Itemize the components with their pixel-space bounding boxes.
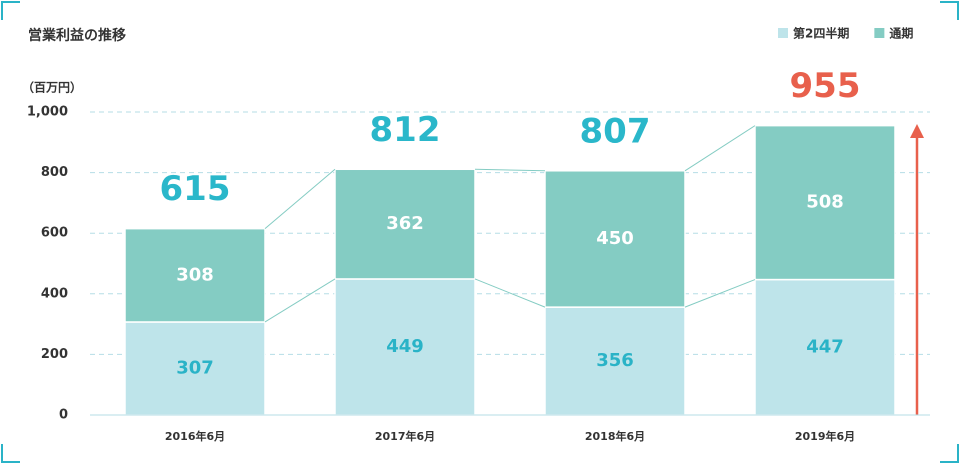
x-tick-label: 2016年6月 [165,429,225,443]
y-axis-label: （百万円） [22,80,82,95]
chart-title: 営業利益の推移 [28,27,126,44]
y-tick-label: 600 [41,226,68,241]
connector [474,168,546,172]
bar-segment [754,278,896,416]
total-label: 812 [370,110,441,150]
value-label: 450 [596,228,634,249]
value-label: 356 [596,350,634,371]
bar-segment [334,168,476,280]
value-label: 307 [176,357,214,378]
value-label: 447 [806,336,844,357]
value-label: 449 [386,336,424,357]
connector [264,168,336,230]
x-tick-label: 2017年6月 [375,429,435,443]
value-label: 362 [386,213,424,234]
y-tick-label: 1,000 [27,105,68,120]
growth-arrow [910,124,924,415]
x-tick-label: 2018年6月 [585,429,645,443]
connector [474,278,546,308]
total-label: 955 [790,66,861,106]
legend-label: 第2四半期 [793,26,849,41]
y-tick-label: 400 [41,286,68,301]
legend-swatch [778,28,788,38]
connector [264,278,336,323]
bar-segment [124,227,266,323]
total-label: 615 [160,169,231,209]
connector [684,279,756,308]
value-label: 508 [806,192,844,213]
connector [684,125,756,172]
bar-segment [334,278,476,416]
x-tick-label: 2019年6月 [795,429,855,443]
legend-label: 通期 [889,26,913,41]
total-label: 807 [580,111,651,151]
bar-segment [544,170,686,308]
legend-swatch [874,28,885,38]
bar-segment [754,124,896,281]
y-tick-label: 800 [41,165,68,180]
value-label: 308 [176,264,214,285]
y-tick-label: 200 [41,347,68,362]
y-tick-label: 0 [59,408,68,423]
bar-segment [544,306,686,416]
legend: 第2四半期 通期 [778,26,913,41]
